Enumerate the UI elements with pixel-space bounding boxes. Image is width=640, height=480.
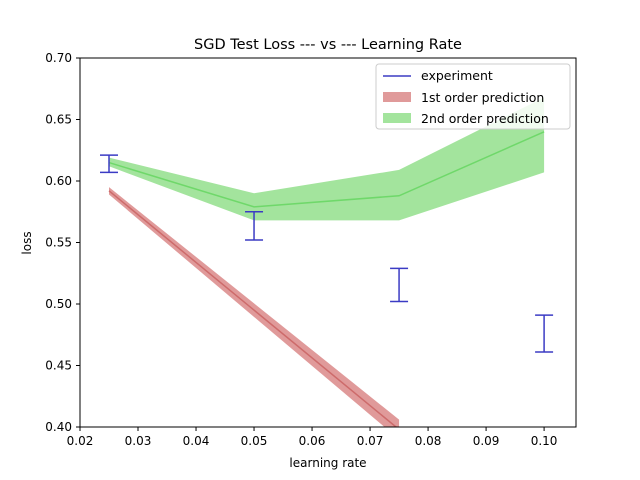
experiment-errorbar (390, 267, 409, 303)
x-tick-label: 0.02 (67, 434, 94, 448)
chart-title: SGD Test Loss --- vs --- Learning Rate (194, 37, 462, 53)
legend-first-order-label: 1st order prediction (421, 90, 544, 105)
y-tick-label: 0.45 (45, 359, 72, 373)
legend-first-order-swatch (383, 92, 411, 102)
y-tick-label: 0.60 (45, 174, 72, 188)
y-axis-label: loss (20, 231, 34, 254)
x-axis-label: learning rate (289, 456, 366, 470)
first-order-mean-line (108, 190, 398, 427)
second-order-mean-line (108, 131, 545, 208)
second-order-band (109, 97, 545, 221)
y-tick-label: 0.70 (45, 51, 72, 65)
experiment-errorbar (245, 211, 264, 241)
x-tick-label: 0.03 (125, 434, 152, 448)
x-tick-label: 0.10 (531, 434, 558, 448)
y-tick-label: 0.55 (45, 236, 72, 250)
x-tick-label: 0.04 (183, 434, 210, 448)
x-tick-label: 0.06 (299, 434, 326, 448)
x-tick-label: 0.05 (241, 434, 268, 448)
legend-experiment-label: experiment (421, 68, 493, 83)
experiment-errorbar (100, 154, 119, 174)
y-tick-label: 0.40 (45, 420, 72, 434)
x-tick-label: 0.08 (415, 434, 442, 448)
legend: experiment 1st order prediction 2nd orde… (375, 63, 571, 130)
experiment-errorbar (535, 314, 554, 353)
legend-frame (375, 63, 571, 130)
y-tick-label: 0.65 (45, 113, 72, 127)
y-tick-label: 0.50 (45, 297, 72, 311)
first-order-band (109, 187, 400, 427)
x-tick-label: 0.09 (473, 434, 500, 448)
legend-second-order-swatch (383, 113, 411, 123)
legend-second-order-label: 2nd order prediction (421, 111, 549, 126)
x-tick-label: 0.07 (357, 434, 384, 448)
